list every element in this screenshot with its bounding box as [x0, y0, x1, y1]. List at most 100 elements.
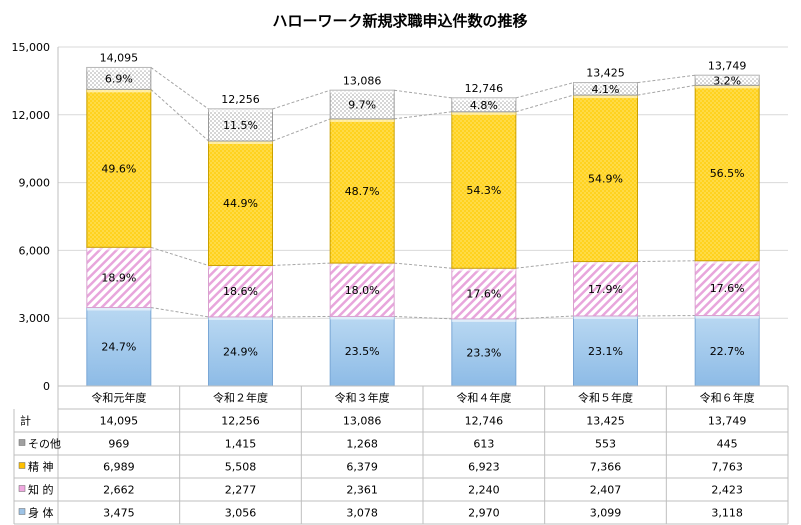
connector-line [150, 67, 209, 110]
percent-label: 9.7% [348, 99, 376, 112]
table-cell: 445 [717, 438, 738, 451]
bar-segment [86, 88, 152, 248]
bar-segment [329, 89, 395, 120]
bar-bevel [451, 97, 516, 101]
table-cell: 13,425 [586, 415, 625, 428]
bar-bevel [451, 268, 516, 272]
bar-segment [451, 111, 517, 269]
bar-bevel [208, 265, 273, 269]
table-row-label: 精 神 [28, 460, 54, 474]
bar-segment [451, 267, 517, 320]
table-cell: 3,118 [711, 507, 743, 520]
connector-line [272, 118, 331, 142]
bar-bevel [330, 316, 395, 320]
total-label: 13,749 [708, 59, 747, 72]
bar-segment [573, 315, 638, 387]
table-cell: 3,078 [346, 507, 378, 520]
table-cell: 13,749 [708, 415, 747, 428]
bar-bevel [695, 260, 760, 264]
bar-segment [451, 318, 517, 387]
bar-segment [208, 316, 273, 387]
connector-line [394, 89, 452, 99]
table-row-label: 計 [20, 414, 31, 428]
table-cell: 12,746 [465, 415, 504, 428]
bar-bevel [573, 82, 638, 86]
connector-line [515, 94, 574, 113]
connector-line [637, 84, 696, 96]
y-tick-label: 0 [43, 380, 50, 393]
table-cell: 6,923 [468, 461, 500, 474]
table-cell: 1,415 [225, 438, 257, 451]
y-tick-label: 3,000 [19, 312, 51, 325]
percent-label: 54.9% [588, 172, 623, 185]
table-cell: 7,763 [711, 461, 743, 474]
bars: 24.7% 18.9% 49.6% 6.9% 14,095 24.9% 18.6% 44.9%… [86, 51, 760, 387]
percent-label: 24.7% [101, 341, 136, 354]
category-label: 令和４年度 [456, 391, 511, 405]
percent-label: 44.9% [223, 197, 258, 210]
percent-label: 23.5% [345, 345, 380, 358]
table-cell: 969 [108, 438, 129, 451]
percent-label: 4.1% [592, 83, 620, 96]
table-cell: 6,379 [346, 461, 378, 474]
percent-label: 18.6% [223, 285, 258, 298]
percent-label: 56.5% [710, 167, 745, 180]
category-label: 令和５年度 [578, 391, 633, 405]
bar-segment [208, 140, 273, 266]
table-cell: 12,256 [221, 415, 260, 428]
percent-label: 48.7% [345, 185, 380, 198]
bar-bevel [573, 261, 638, 265]
percent-label: 18.9% [101, 271, 136, 284]
bar-bevel [451, 318, 516, 322]
table-cell: 3,099 [590, 507, 622, 520]
connector-line [394, 111, 452, 120]
percent-label: 54.3% [466, 184, 501, 197]
percent-label: 22.7% [710, 345, 745, 358]
table-cell: 2,277 [225, 484, 257, 497]
connector-lines [150, 67, 696, 320]
bar-bevel [330, 90, 395, 94]
table-cell: 3,475 [103, 507, 135, 520]
y-tick-label: 15,000 [12, 41, 51, 54]
bar-segment [573, 94, 638, 263]
bar-bevel [86, 307, 151, 311]
table-row-label: 身 体 [28, 506, 54, 520]
table-cell: 2,970 [468, 507, 500, 520]
percent-label: 49.6% [101, 162, 136, 175]
bar-bevel [695, 315, 760, 319]
table-cell: 2,361 [346, 484, 378, 497]
bar-segment [329, 262, 395, 317]
table-row-label: 知 的 [28, 483, 54, 497]
table-cell: 5,508 [225, 461, 257, 474]
table-cell: 2,240 [468, 484, 500, 497]
percent-label: 23.1% [588, 345, 623, 358]
connector-line [637, 74, 696, 84]
y-tick-label: 9,000 [19, 177, 51, 190]
percent-label: 3.2% [713, 74, 741, 87]
y-axis: 0 3,000 6,000 9,000 12,000 15,000 [12, 41, 59, 393]
table-cell: 2,407 [590, 484, 622, 497]
y-tick-label: 6,000 [19, 244, 51, 257]
total-label: 12,746 [465, 82, 504, 95]
percent-label: 17.9% [588, 283, 623, 296]
table-cell: 2,662 [103, 484, 135, 497]
percent-label: 17.6% [466, 288, 501, 301]
percent-label: 4.8% [470, 99, 498, 112]
bar-segment [329, 118, 395, 264]
total-label: 13,086 [343, 74, 382, 87]
category-label: 令和２年度 [213, 391, 268, 405]
connector-line [272, 262, 331, 266]
table-cell: 3,056 [225, 507, 257, 520]
category-label: 令和３年度 [335, 391, 390, 405]
total-label: 14,095 [100, 51, 139, 64]
bar-segment [86, 306, 152, 387]
table-cell: 613 [473, 438, 494, 451]
connector-line [515, 261, 574, 269]
connector-line [394, 262, 452, 269]
legend-swatch [18, 439, 26, 446]
category-label: 令和元年度 [91, 391, 146, 405]
category-label: 令和６年度 [700, 391, 755, 405]
table-cell: 6,989 [103, 461, 135, 474]
